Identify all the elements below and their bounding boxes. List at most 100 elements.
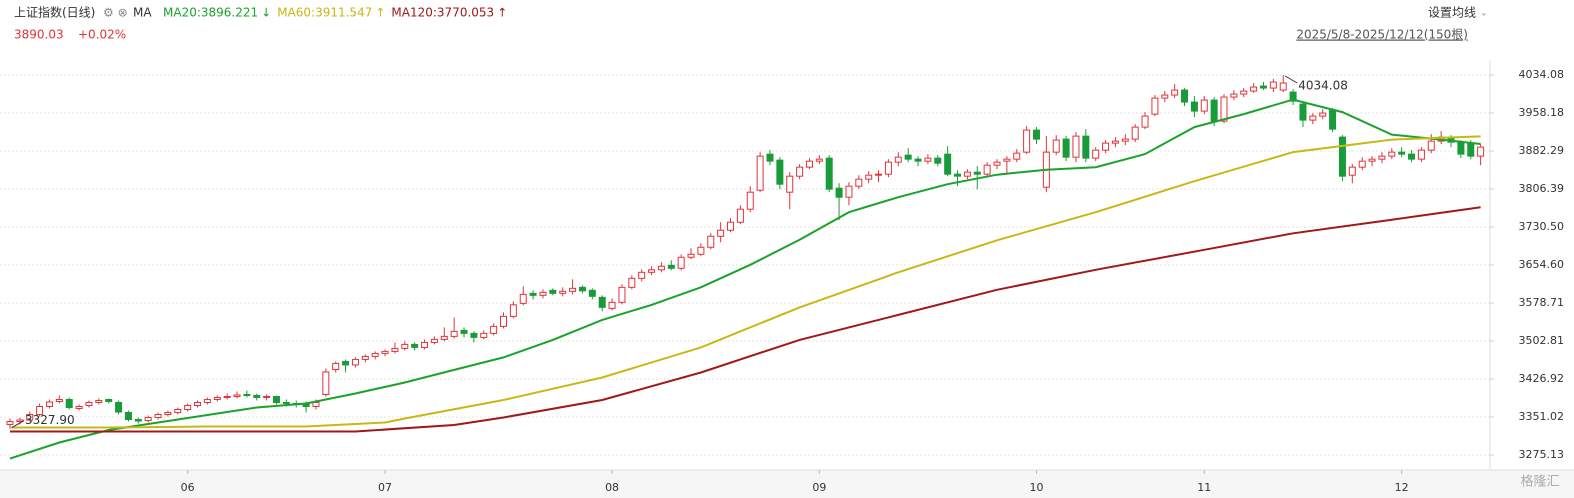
last-price: 3890.03 [14,28,64,42]
candle-body [727,221,735,231]
settings-icon[interactable]: ⚙ ⊗ [103,6,128,20]
candle-body [786,175,794,193]
candle-body [351,358,359,366]
candle-body [924,157,932,162]
x-tick-label: 11 [1197,481,1211,494]
candle-body [243,393,251,396]
candle-body [1338,136,1346,177]
candle-body [559,290,567,294]
candle-body [618,286,626,303]
candle-body [746,191,754,210]
candle-body [875,173,883,176]
candle-body [509,304,517,317]
candle-body [164,412,172,416]
candle-body [519,293,527,304]
candle-body [1171,89,1179,96]
candle-body [1398,151,1406,155]
candle-body [1141,115,1149,128]
y-tick-label: 3275.13 [1519,448,1565,461]
candle-body [421,341,429,348]
candle-body [105,398,113,402]
candle-body [865,174,873,180]
candle-body [934,157,942,164]
candle-body [1032,129,1040,140]
candle-body [549,289,557,294]
candle-body [95,399,103,403]
candle-body [332,362,340,370]
legend-trend: ↑ [497,6,507,20]
candle-body [154,414,162,419]
candle-body [1013,152,1021,160]
candle-body [1082,135,1090,159]
chart-title: 上证指数(日线) [14,5,95,20]
x-axis-band [0,470,1574,498]
x-tick-label: 09 [812,481,826,494]
candle-body [45,401,53,407]
indicator: MA [133,6,152,20]
candle-body [598,296,606,308]
candle-body [983,164,991,175]
candle-body [825,157,833,190]
candle-body [26,414,34,421]
candle-body [194,401,202,406]
candle-body [894,156,902,163]
candle-body [1250,86,1258,92]
settings-button[interactable]: 设置均线 [1428,6,1476,20]
candle-body [1368,158,1376,162]
candle-body [342,360,350,366]
candle-body [440,335,448,340]
candle-body [1072,135,1080,158]
candle-body [1102,142,1110,151]
candle-body [253,394,261,398]
legend-entry: MA120:3770.053 [391,6,494,20]
candle-body [1279,82,1287,91]
candle-body [184,404,192,411]
candle-body [36,405,44,416]
candle-body [569,287,577,292]
candle-body [855,178,863,187]
candle-body [430,338,438,343]
ma-line [10,135,1481,429]
candle-body [588,289,596,297]
watermark: 格隆汇 [1520,474,1559,490]
candle-body [1289,91,1297,102]
candle-body [450,330,458,337]
candle-body [1131,126,1139,140]
candle-body [697,246,705,255]
candle-body [993,161,1001,166]
candle-body [963,171,971,177]
candle-body [1378,155,1386,160]
candle-body [411,343,419,348]
candle-body [124,412,132,421]
candle-body [391,347,399,352]
candle-body [638,271,646,279]
candle-body [1111,140,1119,144]
dropdown-icon[interactable]: ⌄ [1480,9,1488,19]
candle-body [914,158,922,162]
candle-body [835,187,843,198]
candle-body [174,409,182,414]
ma-line [10,206,1481,433]
legend-trend: ↑ [375,6,385,20]
candle-body [1023,129,1031,153]
candle-body [1427,140,1435,151]
candle-body [1230,93,1238,98]
candle-body [1121,138,1129,142]
candle-body [312,401,320,407]
legend-trend: ↓ [261,6,271,20]
candle-body [371,352,379,357]
candle-body [944,153,952,175]
y-tick-label: 3958.18 [1519,106,1565,119]
candle-body [1467,142,1475,157]
candle-body [115,401,123,413]
candle-body [361,355,369,360]
candle-body [1299,103,1307,121]
candle-body [85,401,93,406]
y-tick-label: 3351.02 [1519,410,1565,423]
y-tick-label: 3502.81 [1519,334,1565,347]
candle-body [687,253,695,258]
candle-body [401,343,409,349]
candle-body [1092,149,1100,159]
y-tick-label: 3730.50 [1519,220,1565,233]
x-tick-label: 06 [181,481,195,494]
